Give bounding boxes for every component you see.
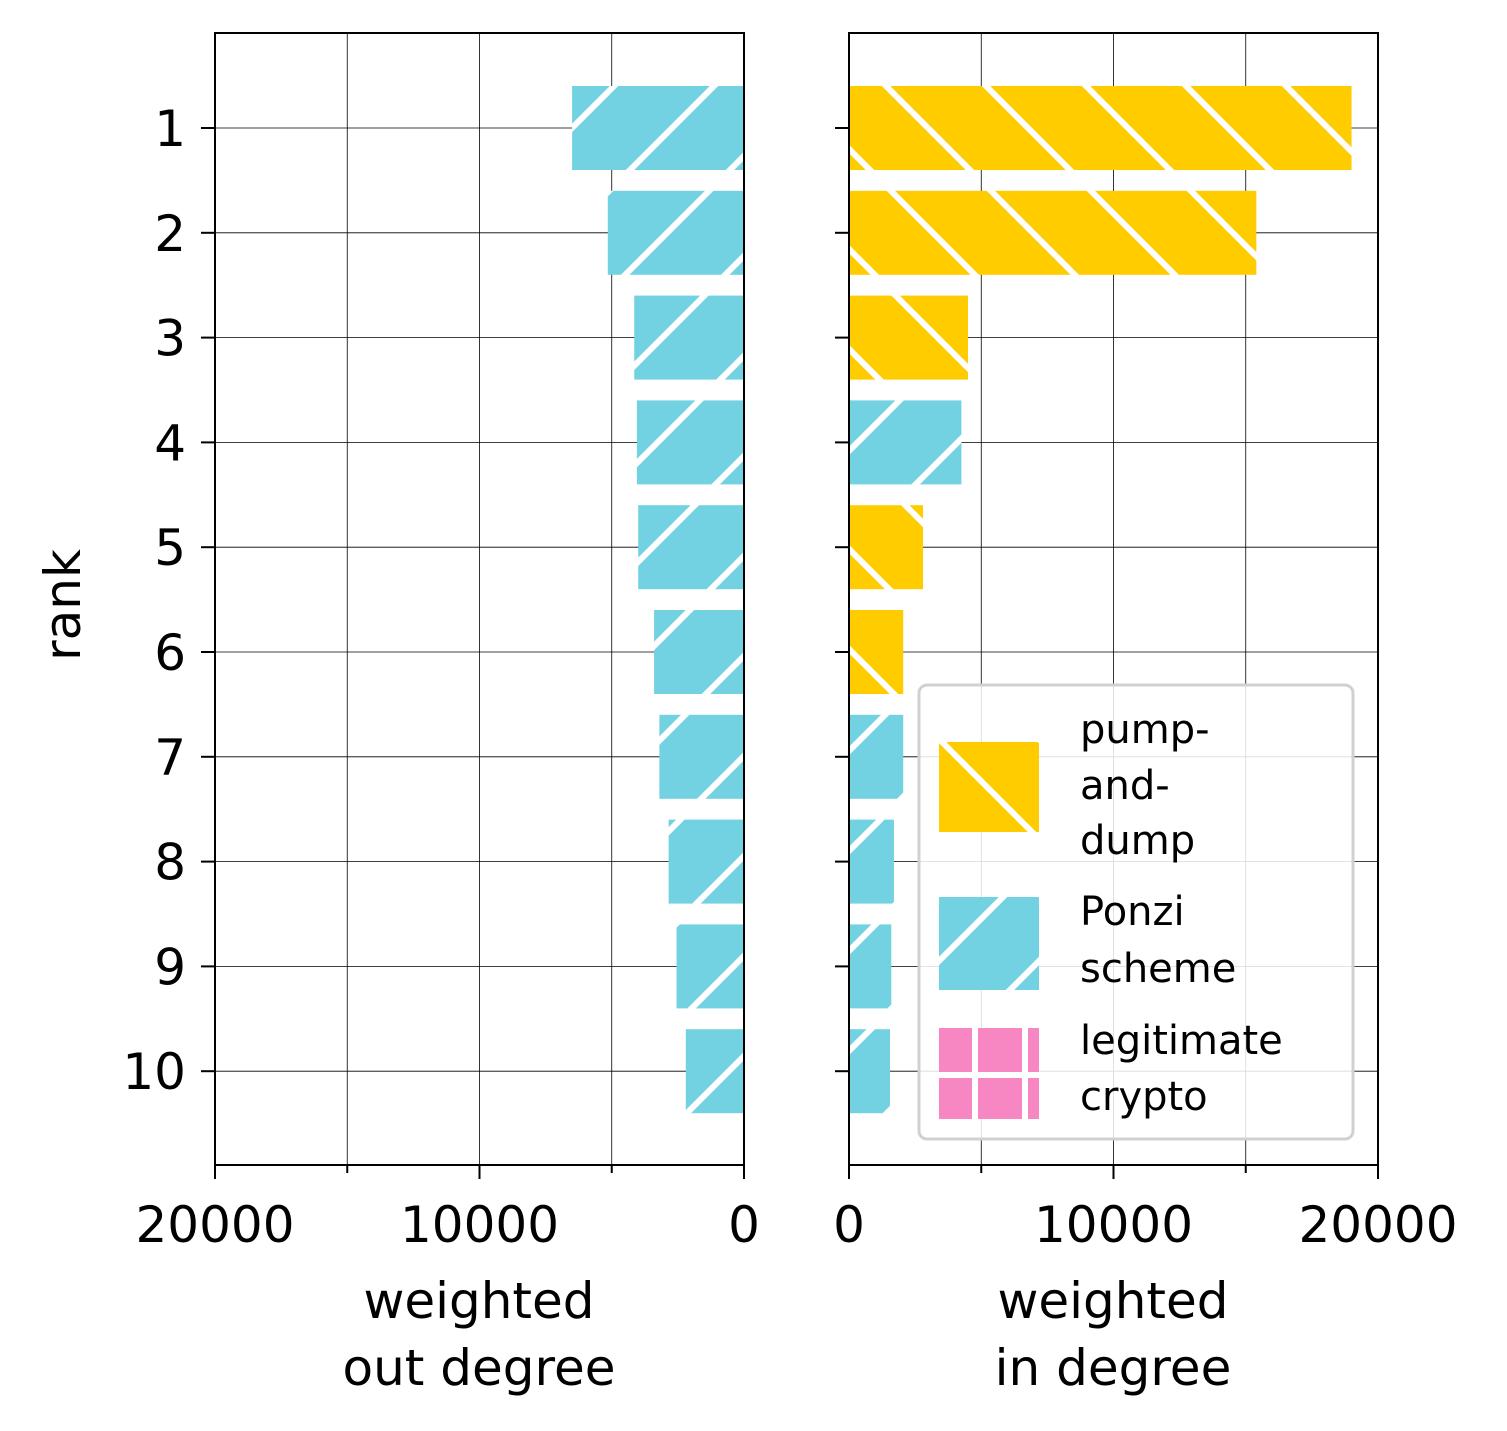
y-tick-label-rank-5: 5 xyxy=(154,519,186,577)
out-degree-y-ticks: 1 2 3 4 5 6 7 8 9 10 xyxy=(122,100,215,1101)
in-degree-bar-rank-2 xyxy=(849,190,1257,275)
legend-swatch-legitimate xyxy=(939,1028,1039,1119)
legend-label-ponzi-line2: scheme xyxy=(1080,946,1236,992)
in-degree-y-ticks xyxy=(835,127,849,1073)
out-degree-xlabel-line1: weighted xyxy=(363,1272,594,1330)
legend-label-pump-line3: dump xyxy=(1080,818,1195,864)
in-degree-xlabel-line2: in degree xyxy=(995,1339,1232,1397)
out-degree-bar-rank-6 xyxy=(654,610,744,694)
out-degree-bar-rank-2 xyxy=(607,190,744,275)
y-tick-label-rank-3: 3 xyxy=(154,310,186,368)
in-degree-x-tick-label: 10000 xyxy=(1034,1196,1193,1254)
out-degree-x-tick-label: 10000 xyxy=(400,1196,559,1254)
legend-label-legit-line2: crypto xyxy=(1080,1074,1208,1120)
legend-label-legit-line1: legitimate xyxy=(1080,1018,1283,1064)
legend-swatch-ponzi xyxy=(939,897,1039,990)
out-degree-bar-rank-4 xyxy=(636,400,744,485)
y-tick-label-rank-2: 2 xyxy=(154,205,186,263)
out-degree-bar-rank-7 xyxy=(659,714,744,799)
out-degree-bars xyxy=(572,86,744,1114)
y-tick-label-rank-4: 4 xyxy=(154,414,186,472)
out-degree-x-tick-label: 20000 xyxy=(135,1196,294,1254)
in-degree-bar-rank-10 xyxy=(849,1029,890,1114)
in-degree-x-ticks: 0 10000 20000 xyxy=(833,1165,1458,1254)
y-tick-label-rank-7: 7 xyxy=(154,729,186,787)
legend-label-pump-line2: and- xyxy=(1080,763,1170,809)
y-tick-label-rank-10: 10 xyxy=(122,1043,186,1101)
in-degree-bar-rank-7 xyxy=(849,714,904,799)
in-degree-bar-rank-5 xyxy=(849,505,924,590)
out-degree-x-tick-label: 0 xyxy=(728,1196,760,1254)
y-tick-label-rank-8: 8 xyxy=(154,834,186,892)
in-degree-xlabel-line1: weighted xyxy=(997,1272,1228,1330)
legend: pump- and- dump Ponzi scheme legitimate … xyxy=(917,683,1355,1141)
out-degree-bar-rank-5 xyxy=(638,505,744,590)
out-degree-xlabel-line2: out degree xyxy=(343,1339,616,1397)
in-degree-bar-rank-4 xyxy=(849,400,962,485)
out-degree-bar-rank-9 xyxy=(676,924,744,1009)
out-degree-bar-rank-8 xyxy=(668,819,744,904)
in-degree-bar-rank-1 xyxy=(849,86,1352,170)
out-degree-bar-rank-3 xyxy=(634,295,744,380)
in-degree-bar-rank-3 xyxy=(849,295,969,380)
y-tick-label-rank-6: 6 xyxy=(154,624,186,682)
y-tick-label-rank-9: 9 xyxy=(154,938,186,996)
out-degree-bar-rank-1 xyxy=(572,86,744,170)
legend-label-pump-line1: pump- xyxy=(1080,707,1210,753)
out-degree-bar-rank-10 xyxy=(685,1029,744,1114)
out-degree-x-ticks: 20000 10000 0 xyxy=(135,1165,760,1254)
in-degree-bars xyxy=(849,86,1352,1114)
in-degree-bar-rank-6 xyxy=(849,610,904,694)
ylabel: rank xyxy=(34,549,92,661)
legend-label-ponzi-line1: Ponzi xyxy=(1080,889,1185,935)
y-tick-label-rank-1: 1 xyxy=(154,100,186,158)
in-degree-bar-rank-9 xyxy=(849,924,892,1009)
in-degree-panel: 0 10000 20000 weighted in degree pump- and… xyxy=(833,32,1458,1397)
in-degree-bar-rank-8 xyxy=(849,819,894,904)
in-degree-x-tick-label: 0 xyxy=(833,1196,865,1254)
legend-swatch-pump-and-dump xyxy=(939,742,1039,832)
in-degree-x-tick-label: 20000 xyxy=(1298,1196,1457,1254)
out-degree-panel: 20000 10000 0 1 2 3 4 5 6 7 8 9 10 weighted out deg… xyxy=(34,32,760,1397)
